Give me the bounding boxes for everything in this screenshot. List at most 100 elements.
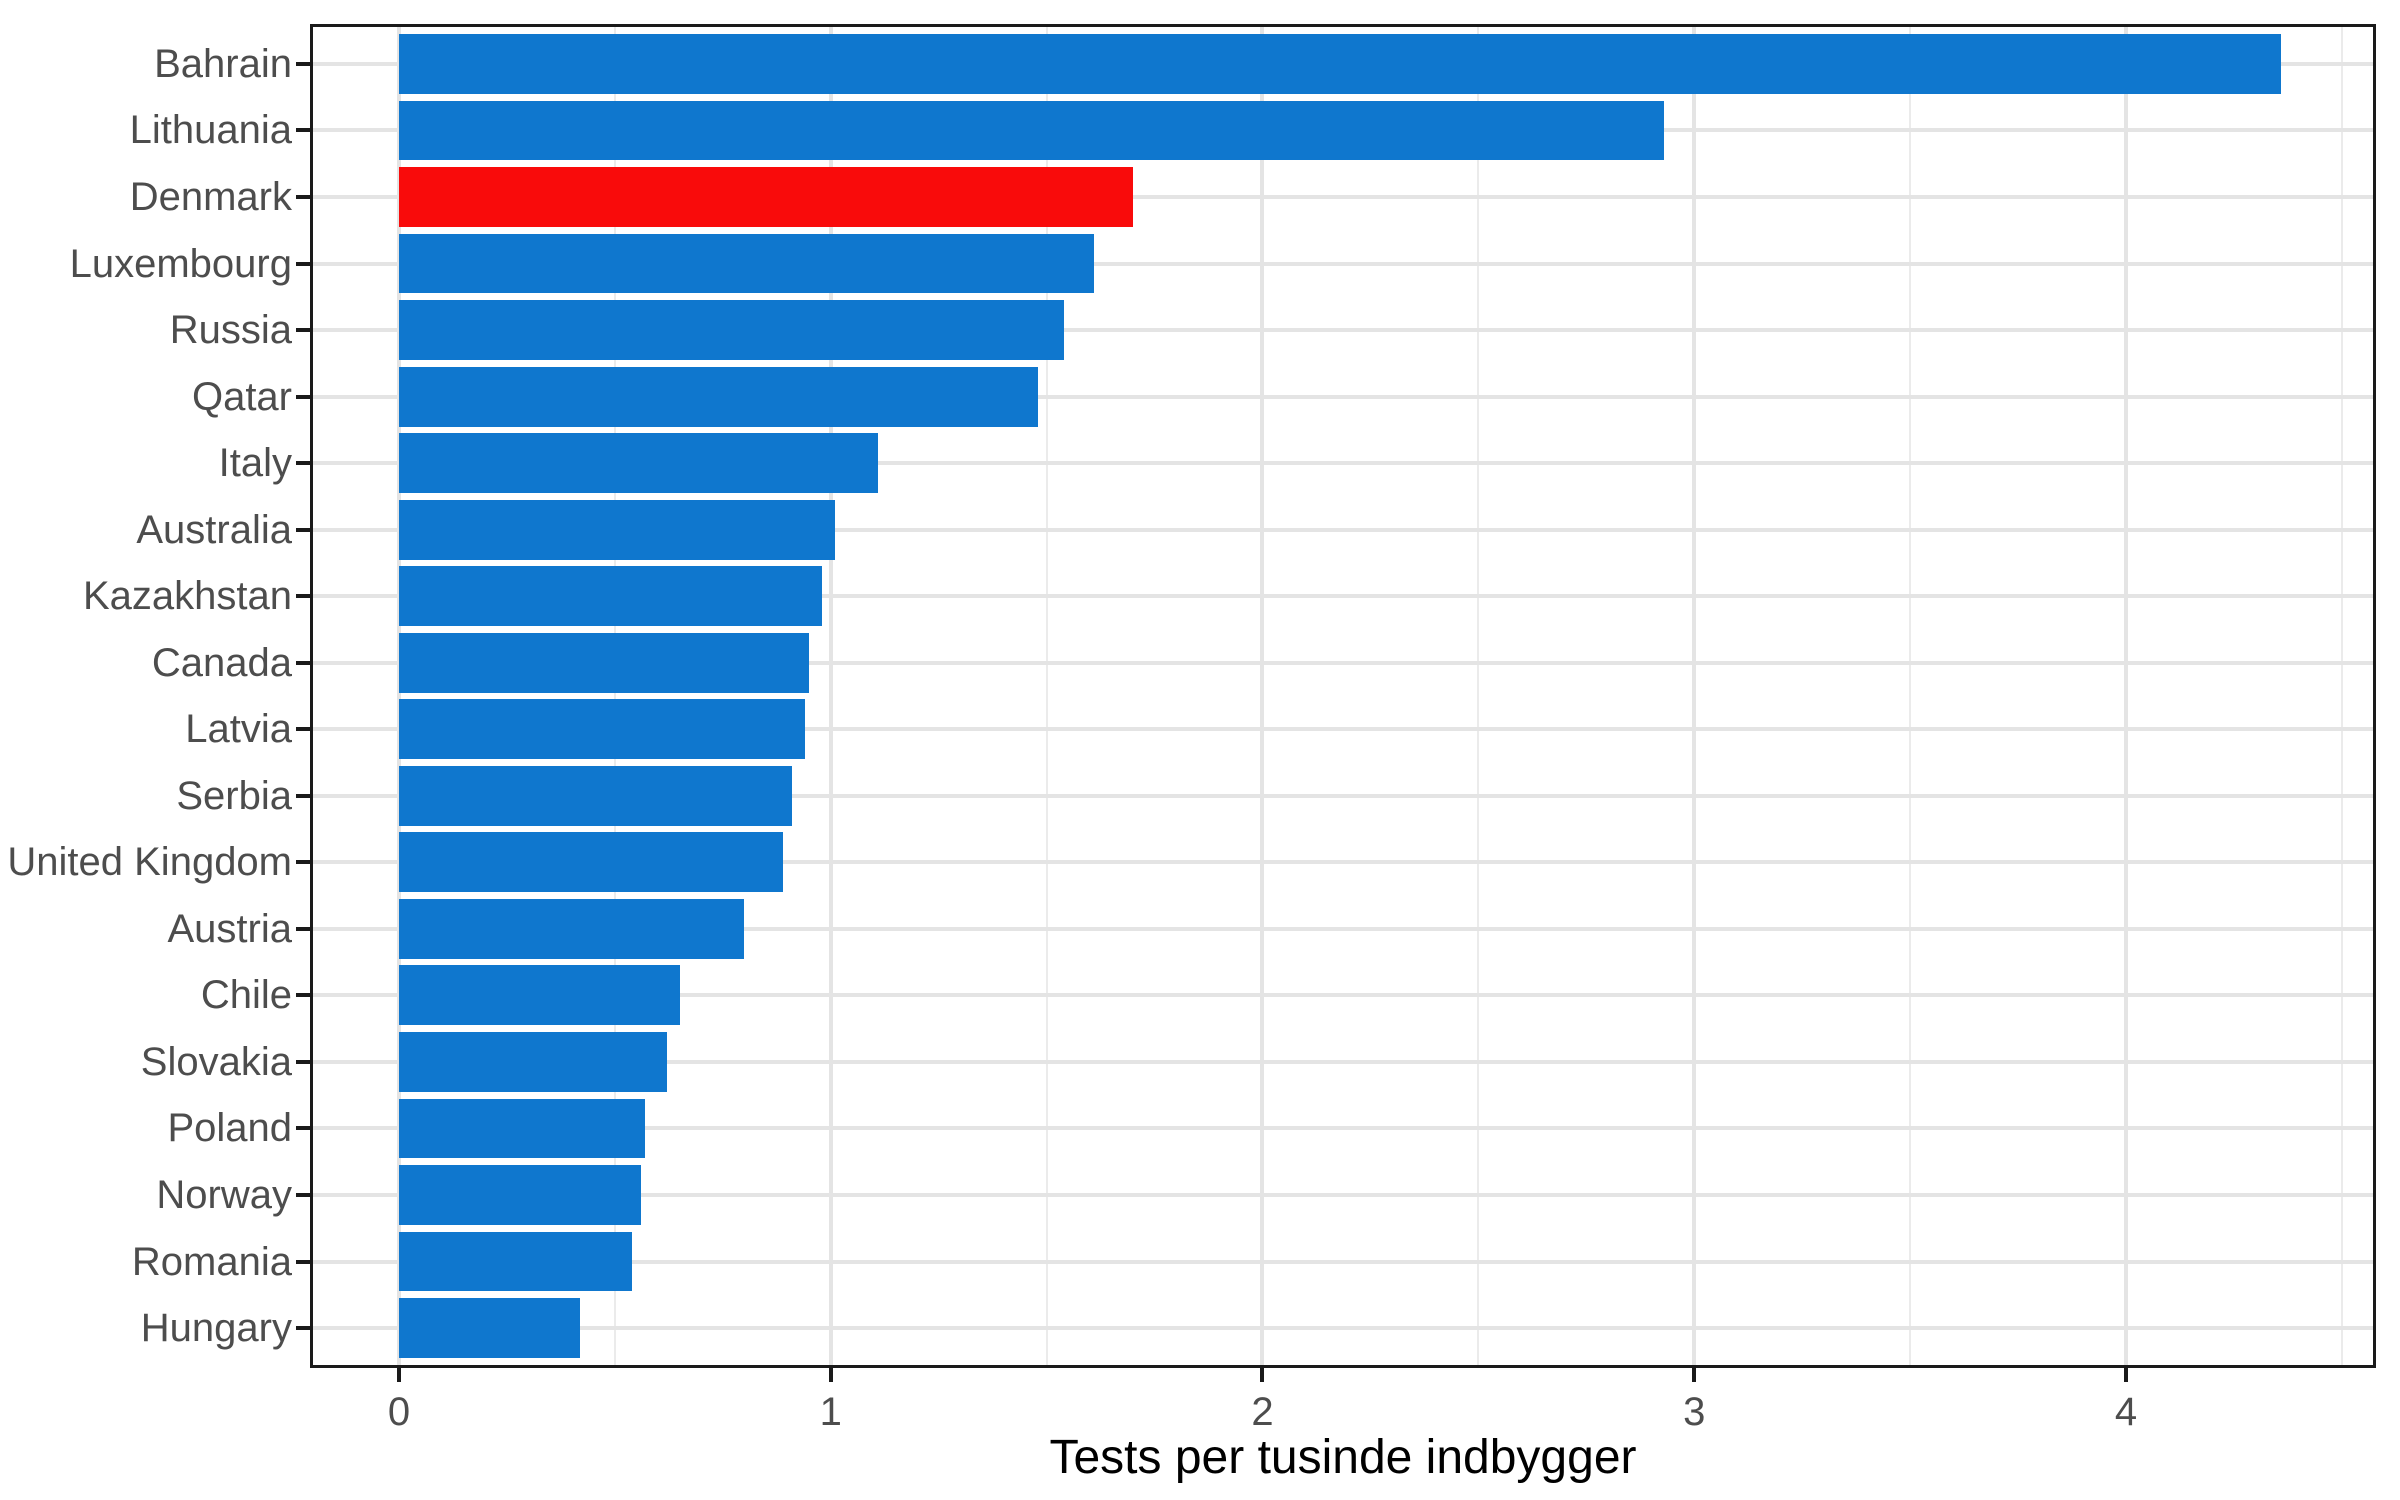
y-tick-luxembourg <box>296 261 310 266</box>
y-label-canada: Canada <box>151 640 292 685</box>
x-minor-gridline-3.5 <box>1909 24 1912 1368</box>
bar-slovakia <box>398 1032 667 1092</box>
y-tick-norway <box>296 1193 310 1197</box>
y-gridline-chile <box>310 993 2376 998</box>
y-gridline-russia <box>310 328 2376 333</box>
bar-norway <box>398 1165 641 1225</box>
y-label-qatar: Qatar <box>191 374 292 419</box>
bar-luxembourg <box>398 233 1095 294</box>
y-tick-poland <box>296 1126 310 1131</box>
y-label-lithuania: Lithuania <box>129 108 292 153</box>
y-gridline-hungary <box>310 1326 2376 1331</box>
y-tick-australia <box>296 527 310 532</box>
y-label-kazakhstan: Kazakhstan <box>82 574 292 619</box>
y-label-romania: Romania <box>131 1239 292 1284</box>
y-label-united-kingdom: United Kingdom <box>7 840 292 885</box>
y-tick-hungary <box>296 1326 310 1331</box>
y-tick-austria <box>296 926 310 931</box>
bar-italy <box>398 433 879 494</box>
y-label-latvia: Latvia <box>185 707 292 752</box>
y-label-italy: Italy <box>218 441 292 486</box>
plot-panel <box>310 24 2376 1368</box>
bar-austria <box>398 898 745 959</box>
bar-hungary <box>398 1298 581 1358</box>
y-tick-chile <box>296 993 310 998</box>
y-label-russia: Russia <box>169 308 292 353</box>
y-label-hungary: Hungary <box>140 1306 292 1351</box>
y-tick-united-kingdom <box>296 860 310 865</box>
bar-kazakhstan <box>398 566 823 627</box>
y-gridline-canada <box>310 660 2376 665</box>
bar-united-kingdom <box>398 832 784 893</box>
y-tick-bahrain <box>296 61 310 66</box>
y-tick-slovakia <box>296 1059 310 1064</box>
x-major-gridline-0 <box>396 24 401 1368</box>
x-minor-gridline-4.5 <box>2340 24 2343 1368</box>
x-major-gridline-4 <box>2124 24 2128 1368</box>
y-gridline-poland <box>310 1126 2376 1131</box>
y-label-chile: Chile <box>200 973 292 1018</box>
x-major-gridline-2 <box>1260 24 1265 1368</box>
y-label-norway: Norway <box>156 1173 292 1217</box>
y-gridline-kazakhstan <box>310 594 2376 599</box>
y-gridline-australia <box>310 527 2376 532</box>
y-gridline-united-kingdom <box>310 860 2376 865</box>
y-tick-latvia <box>296 727 310 732</box>
x-tick-0 <box>396 1368 401 1382</box>
y-tick-denmark <box>296 194 310 199</box>
y-gridline-luxembourg <box>310 261 2376 266</box>
bar-australia <box>398 499 836 560</box>
y-label-denmark: Denmark <box>129 174 292 219</box>
y-label-australia: Australia <box>136 507 292 552</box>
x-tick-1 <box>828 1368 833 1382</box>
y-label-austria: Austria <box>167 906 293 951</box>
y-gridline-italy <box>310 461 2376 466</box>
x-label-1: 1 <box>819 1390 842 1434</box>
bar-lithuania <box>398 100 1664 161</box>
y-label-serbia: Serbia <box>176 773 292 818</box>
y-gridline-serbia <box>310 793 2376 798</box>
x-major-gridline-3 <box>1692 24 1697 1368</box>
x-label-2: 2 <box>1251 1390 1274 1434</box>
y-tick-kazakhstan <box>296 594 310 599</box>
y-label-slovakia: Slovakia <box>140 1039 292 1084</box>
x-label-0: 0 <box>387 1390 411 1434</box>
y-gridline-austria <box>310 926 2376 931</box>
y-gridline-denmark <box>310 194 2376 199</box>
bar-poland <box>398 1098 646 1159</box>
x-tick-4 <box>2124 1368 2128 1382</box>
bar-latvia <box>398 699 805 760</box>
y-tick-romania <box>296 1259 310 1264</box>
bar-chile <box>398 965 680 1026</box>
x-axis-title: Tests per tusinde indbygger <box>1049 1431 1637 1484</box>
bar-canada <box>398 632 810 693</box>
x-tick-3 <box>1692 1368 1697 1382</box>
x-tick-2 <box>1260 1368 1265 1382</box>
y-tick-qatar <box>296 394 310 399</box>
y-gridline-slovakia <box>310 1059 2376 1064</box>
x-minor-gridline-0.5 <box>613 24 616 1368</box>
y-label-luxembourg: Luxembourg <box>69 241 292 286</box>
y-gridline-norway <box>310 1193 2376 1197</box>
y-tick-canada <box>296 660 310 665</box>
bar-serbia <box>398 765 792 826</box>
bar-romania <box>398 1231 633 1292</box>
y-tick-russia <box>296 328 310 333</box>
x-label-3: 3 <box>1683 1390 1706 1434</box>
y-tick-italy <box>296 461 310 466</box>
x-minor-gridline-1.5 <box>1045 24 1048 1368</box>
x-major-gridline-1 <box>828 24 833 1368</box>
y-label-bahrain: Bahrain <box>154 41 292 86</box>
y-gridline-romania <box>310 1259 2376 1264</box>
bar-qatar <box>398 366 1038 427</box>
y-gridline-qatar <box>310 394 2376 399</box>
y-label-poland: Poland <box>167 1106 292 1151</box>
bar-bahrain <box>398 33 2282 94</box>
bar-russia <box>398 300 1064 360</box>
x-label-4: 4 <box>2114 1390 2138 1434</box>
y-gridline-latvia <box>310 727 2376 732</box>
y-tick-lithuania <box>296 128 310 133</box>
y-tick-serbia <box>296 793 310 798</box>
bar-denmark <box>398 167 1133 227</box>
